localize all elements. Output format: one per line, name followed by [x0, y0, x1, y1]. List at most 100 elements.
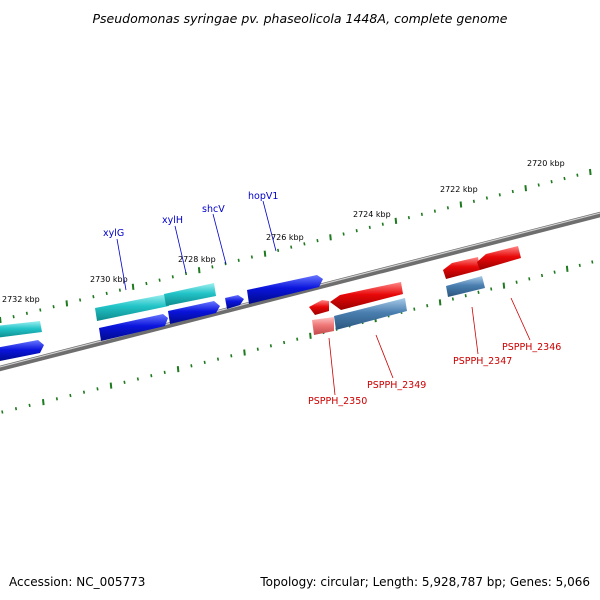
minor-tick [12, 315, 15, 319]
minor-tick [145, 281, 148, 286]
minor-tick [511, 189, 514, 194]
minor-tick [490, 287, 493, 291]
minor-tick [250, 255, 253, 259]
gene-blue-left[interactable] [0, 340, 44, 362]
major-tick [263, 250, 267, 257]
minor-tick [237, 258, 240, 262]
minor-tick [550, 180, 553, 184]
gene-blue-mid[interactable] [168, 301, 220, 324]
minor-tick [277, 248, 280, 253]
gene-label-PSPPH_2346[interactable]: PSPPH_2346 [502, 342, 561, 353]
major-tick [459, 201, 463, 208]
minor-tick [230, 354, 233, 358]
minor-tick [563, 176, 566, 181]
scale-ticks-outer [0, 168, 592, 324]
minor-tick [118, 288, 121, 292]
gene-label-shcV[interactable]: shcV [202, 204, 225, 215]
minor-tick [171, 275, 174, 279]
minor-tick [446, 206, 449, 210]
scale-label-2720: 2720 kbp [527, 159, 565, 168]
major-tick [524, 185, 527, 192]
gene-PSPPH_2350[interactable] [312, 317, 334, 335]
major-tick [109, 382, 113, 389]
gene-red-long[interactable] [330, 282, 403, 310]
minor-tick [355, 229, 358, 233]
major-tick [197, 267, 201, 274]
minor-tick [28, 403, 31, 408]
minor-tick [316, 238, 319, 243]
minor-tick [92, 295, 95, 299]
scale-label-2724: 2724 kbp [353, 210, 391, 219]
gene-label-hopV1[interactable]: hopV1 [248, 191, 278, 202]
major-tick [65, 300, 69, 307]
minor-tick [82, 390, 86, 394]
minor-tick [52, 305, 55, 309]
gene-label-PSPPH_2349[interactable]: PSPPH_2349 [367, 380, 426, 391]
gene-xylG[interactable] [95, 294, 169, 321]
gene-label-xylH[interactable]: xylH [162, 215, 183, 226]
minor-tick [1, 410, 4, 414]
minor-tick [96, 387, 99, 391]
accession-text: Accession: NC_005773 [9, 575, 145, 589]
scale-label-2732: 2732 kbp [2, 295, 40, 304]
major-tick [243, 349, 246, 356]
minor-tick [477, 290, 480, 294]
minor-tick [433, 209, 436, 213]
minor-tick [158, 278, 161, 282]
minor-tick [105, 291, 108, 296]
genome-summary-text: Topology: circular; Length: 5,928,787 bp… [259, 575, 590, 589]
minor-tick [39, 308, 42, 312]
minor-tick [203, 360, 206, 365]
minor-tick [553, 270, 556, 274]
minor-tick [123, 380, 126, 384]
gene-red-2347-upper[interactable] [443, 257, 480, 279]
minor-tick [269, 344, 272, 348]
major-tick [438, 299, 442, 306]
gene-blue-xyl-lower[interactable] [99, 314, 168, 341]
minor-tick [451, 297, 454, 301]
minor-tick [426, 304, 429, 308]
gene-PSPPH_2347[interactable] [446, 276, 485, 297]
major-tick [176, 366, 180, 373]
minor-tick [296, 337, 299, 341]
minor-tick [256, 347, 259, 351]
gene-red-small[interactable] [309, 300, 329, 315]
minor-tick [303, 242, 306, 246]
minor-tick [528, 277, 531, 281]
major-tick [0, 316, 2, 324]
map-title: Pseudomonas syringae pv. phaseolicola 14… [92, 11, 507, 26]
minor-tick [498, 193, 501, 197]
minor-tick [283, 340, 286, 345]
gene-PSPPH_2346[interactable] [477, 246, 521, 270]
major-tick [309, 332, 312, 339]
minor-tick [515, 280, 518, 284]
minor-tick [14, 407, 18, 411]
minor-tick [342, 232, 345, 236]
minor-tick [55, 397, 58, 401]
minor-tick [216, 357, 220, 361]
label-leaders [116, 200, 531, 396]
major-tick [565, 265, 569, 272]
gene-teal-left[interactable] [0, 321, 42, 338]
minor-tick [407, 215, 410, 220]
minor-tick [381, 222, 384, 226]
gene-xylH[interactable] [164, 283, 216, 306]
gene-label-PSPPH_2347[interactable]: PSPPH_2347 [453, 356, 512, 367]
scale-label-2722: 2722 kbp [440, 185, 478, 194]
minor-tick [540, 273, 544, 278]
major-tick [131, 283, 135, 290]
gene-PSPPH_2349[interactable] [334, 298, 407, 330]
gene-shcV[interactable] [225, 295, 244, 309]
minor-tick [150, 374, 153, 378]
gene-hopV1[interactable] [247, 275, 323, 304]
gene-label-xylG[interactable]: xylG [103, 228, 124, 239]
gene-label-PSPPH_2350[interactable]: PSPPH_2350 [308, 396, 367, 407]
minor-tick [290, 245, 293, 249]
minor-tick [485, 196, 488, 200]
minor-tick [413, 307, 416, 311]
minor-tick [591, 260, 594, 264]
minor-tick [464, 294, 467, 298]
minor-tick [136, 377, 139, 381]
minor-tick [368, 225, 371, 230]
